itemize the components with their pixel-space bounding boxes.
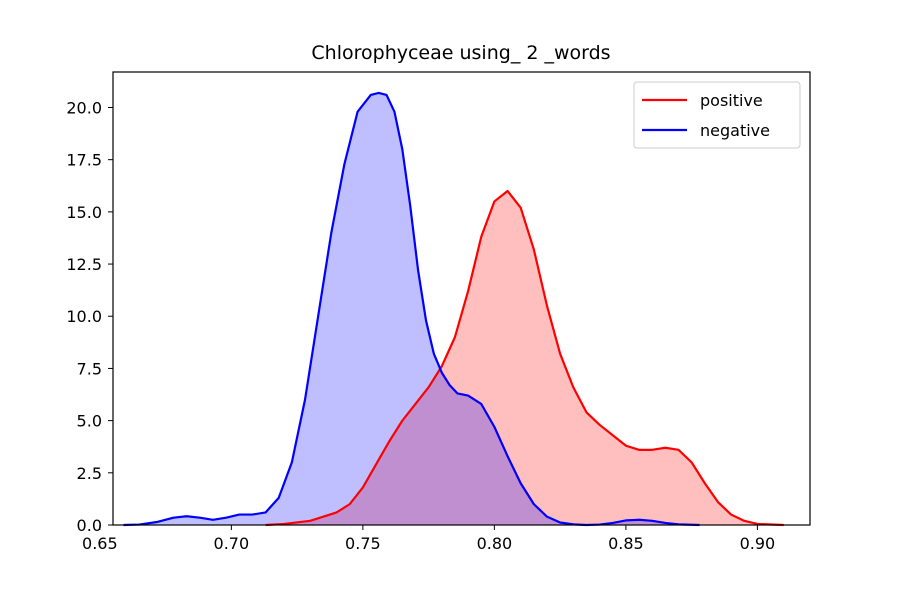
y-tick-label: 2.5: [77, 464, 102, 483]
density-line-positive: [265, 189, 784, 527]
x-tick-label: 0.75: [345, 534, 381, 553]
y-tick-label: 10.0: [66, 307, 102, 326]
y-tick-label: 15.0: [66, 203, 102, 222]
y-tick-label: 7.5: [77, 359, 102, 378]
legend: positive negative: [633, 81, 801, 149]
area-fill-negative: [123, 92, 700, 525]
y-axis: 0.0 2.5 5.0 7.5 10.0 12.5 15.0 17.5 20.0: [66, 98, 113, 535]
x-axis: 0.65 0.70 0.75 0.80 0.85 0.90: [82, 525, 775, 553]
y-tick-label: 12.5: [66, 255, 102, 274]
legend-label-positive: positive: [700, 91, 763, 110]
x-tick-label: 0.90: [740, 534, 776, 553]
chart-title: Chlorophyceae using_ 2 _words: [311, 42, 610, 64]
x-tick-label: 0.65: [82, 534, 118, 553]
x-tick-label: 0.85: [608, 534, 644, 553]
plot-frame: [112, 71, 811, 526]
legend-label-negative: negative: [700, 121, 770, 140]
x-tick-label: 0.80: [477, 534, 513, 553]
y-tick-label: 0.0: [77, 516, 102, 535]
y-tick-label: 17.5: [66, 151, 102, 170]
y-tick-label: 5.0: [77, 412, 102, 431]
y-tick-label: 20.0: [66, 98, 102, 117]
x-tick-label: 0.70: [214, 534, 250, 553]
area-fill-positive: [265, 190, 784, 526]
legend-frame: [633, 81, 801, 149]
